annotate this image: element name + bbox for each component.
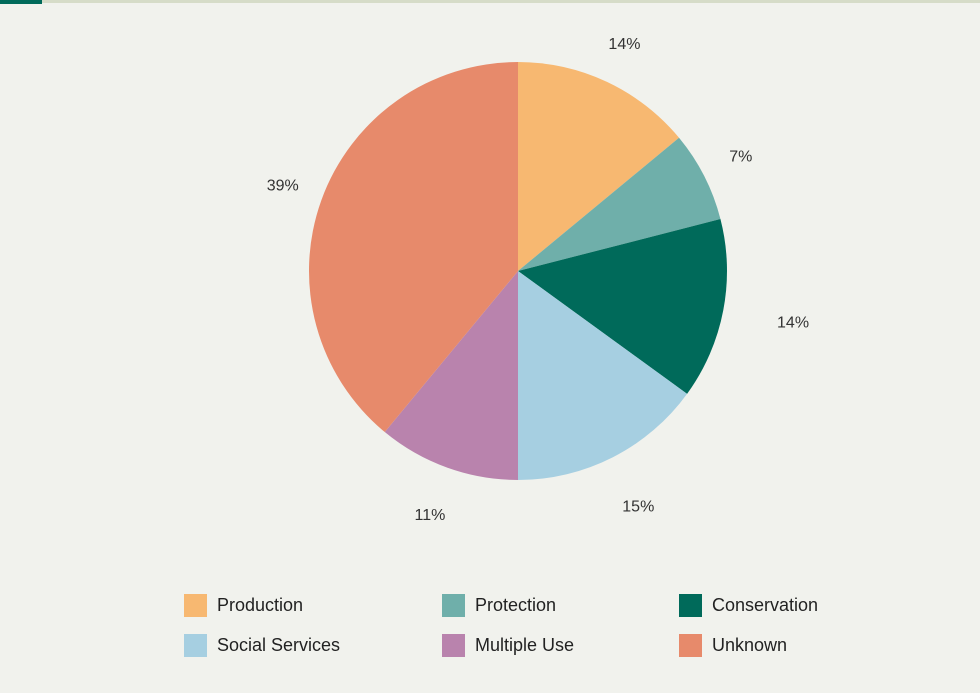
data-label-conservation: 14% — [777, 315, 809, 332]
legend-item-protection: Protection — [442, 594, 679, 617]
data-label-multiple-use: 11% — [415, 507, 446, 524]
legend-swatch — [442, 594, 465, 617]
data-label-production: 14% — [608, 36, 640, 53]
legend-swatch — [184, 594, 207, 617]
pie-slice-unknown — [309, 62, 518, 433]
top-border — [0, 0, 980, 3]
legend-swatch — [679, 594, 702, 617]
legend-swatch — [184, 634, 207, 657]
pie-slice-multiple-use — [384, 271, 518, 480]
pie-slice-protection — [518, 137, 721, 271]
pie-slice-social-services — [518, 271, 688, 480]
pie-slice-production — [518, 62, 680, 271]
legend-swatch — [442, 634, 465, 657]
legend: Production Protection Conservation Social S… — [184, 594, 884, 657]
legend-label: Unknown — [712, 635, 788, 655]
legend-label: Protection — [475, 595, 557, 615]
legend-swatch — [679, 634, 702, 657]
data-label-unknown: 39% — [267, 178, 299, 195]
data-label-social-services: 15% — [622, 498, 654, 515]
data-label-protection: 7% — [729, 149, 752, 166]
legend-label: Conservation — [712, 595, 819, 615]
legend-item-conservation: Conservation — [679, 594, 879, 617]
legend-label: Social Services — [217, 635, 341, 655]
legend-item-unknown: Unknown — [679, 634, 879, 657]
legend-item-multiple-use: Multiple Use — [442, 634, 679, 657]
legend-item-production: Production — [184, 594, 442, 617]
pie-chart: 14% 7% 14% 15% 11% 39% — [267, 36, 809, 524]
legend-label: Production — [217, 595, 304, 615]
pie-slice-conservation — [518, 219, 727, 394]
corner-accent — [0, 0, 42, 4]
legend-label: Multiple Use — [475, 635, 575, 655]
legend-item-social-services: Social Services — [184, 634, 442, 657]
